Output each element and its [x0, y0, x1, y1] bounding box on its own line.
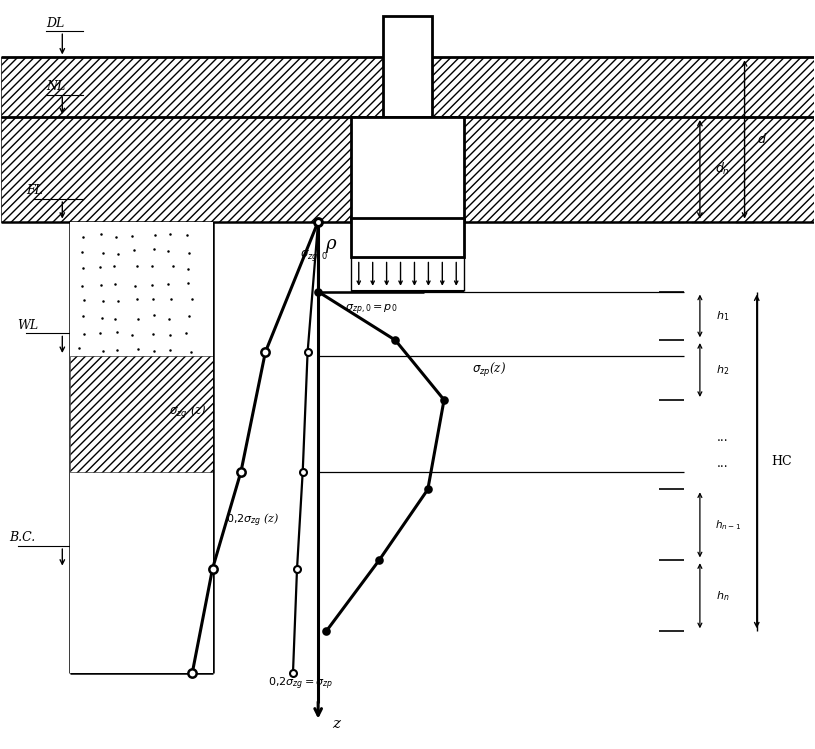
Text: $h_{n-1}$: $h_{n-1}$	[716, 518, 742, 532]
Text: DL: DL	[46, 16, 64, 29]
Bar	[70, 222, 213, 356]
Text: z: z	[332, 717, 340, 731]
Bar	[2, 58, 813, 117]
Text: WL: WL	[18, 320, 39, 333]
Bar	[350, 218, 465, 258]
Bar	[70, 472, 213, 673]
Bar	[383, 1, 432, 117]
Text: ...: ...	[717, 457, 729, 470]
Bar	[70, 356, 213, 472]
Text: $h_2$: $h_2$	[716, 363, 729, 377]
Text: $0{,}2\sigma_{zg}=\sigma_{zp}$: $0{,}2\sigma_{zg}=\sigma_{zp}$	[268, 676, 334, 692]
Text: $0{,}2\sigma_{zg}$ (z): $0{,}2\sigma_{zg}$ (z)	[226, 512, 280, 529]
Text: FL: FL	[26, 184, 42, 198]
Text: $\sigma_{zp}$(z): $\sigma_{zp}$(z)	[472, 361, 506, 379]
Bar	[350, 117, 465, 222]
Text: $d$: $d$	[757, 133, 768, 147]
Bar	[383, 16, 432, 117]
Text: $\sigma_{zg,0}$: $\sigma_{zg,0}$	[300, 248, 328, 263]
Text: $\sigma_{zg}$ (z): $\sigma_{zg}$ (z)	[170, 403, 207, 421]
Text: b: b	[403, 103, 412, 116]
Text: B.C.: B.C.	[10, 532, 36, 545]
Text: $h_1$: $h_1$	[716, 309, 729, 323]
Bar	[70, 356, 213, 472]
Bar	[350, 117, 465, 222]
Text: $h_n$: $h_n$	[716, 589, 729, 603]
Text: NL: NL	[46, 80, 65, 93]
Bar	[2, 117, 813, 222]
Text: $d_n$: $d_n$	[716, 161, 730, 178]
Text: ρ: ρ	[325, 235, 336, 253]
Text: $\sigma_{zp,0}=p_0$: $\sigma_{zp,0}=p_0$	[345, 303, 397, 317]
Bar	[2, 117, 813, 222]
Text: ...: ...	[717, 431, 729, 443]
Text: HC: HC	[771, 455, 791, 468]
Bar	[2, 58, 813, 117]
